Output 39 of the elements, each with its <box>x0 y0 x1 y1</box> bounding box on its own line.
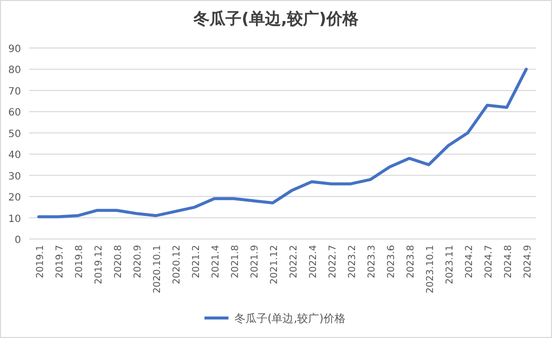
x-tick-label: 2024.7 <box>483 245 494 278</box>
x-tick-label: 2024.2 <box>464 245 475 278</box>
y-tick-label: 40 <box>8 150 21 162</box>
x-tick-label: 2021.2 <box>190 245 202 278</box>
x-tick-label: 2024.9 <box>522 245 534 278</box>
x-tick-label: 2022.2 <box>288 245 300 278</box>
x-tick-label: 2023.6 <box>386 245 397 278</box>
legend-label: 冬瓜子(单边,较广)价格 <box>234 312 346 325</box>
y-tick-label: 60 <box>8 108 21 119</box>
x-tick-label: 2019.1 <box>34 245 46 278</box>
x-tick-label: 2021.4 <box>210 245 222 278</box>
x-tick-label: 2020.12 <box>171 245 182 284</box>
x-tick-label: 2019.12 <box>93 245 104 284</box>
y-tick-label: 0 <box>14 235 21 246</box>
x-tick-label: 2020.9 <box>132 245 144 278</box>
x-tick-label: 2023.10.1 <box>424 245 436 294</box>
y-tick-label: 90 <box>8 44 21 55</box>
y-tick-label: 10 <box>8 214 21 225</box>
x-tick-label: 2020.10.1 <box>152 245 163 294</box>
chart-title: 冬瓜子(单边,较广)价格 <box>192 9 360 28</box>
x-tick-label: 2023.11 <box>444 245 456 284</box>
legend: 冬瓜子(单边,较广)价格 <box>204 312 346 325</box>
x-tick-label: 2021.8 <box>230 245 241 278</box>
x-tick-label: 2020.8 <box>112 245 124 278</box>
x-tick-label: 2022.7 <box>327 245 338 278</box>
x-tick-label: 2023.2 <box>346 245 358 278</box>
y-tick-label: 70 <box>8 86 21 98</box>
x-tick-label: 2021.9 <box>249 245 260 278</box>
x-tick-label: 2019.8 <box>74 245 85 278</box>
y-tick-label: 20 <box>8 192 21 204</box>
x-tick-label: 2021.12 <box>268 245 280 284</box>
x-tick-label: 2024.8 <box>502 245 514 278</box>
y-tick-label: 80 <box>8 65 21 76</box>
x-tick-label: 2023.3 <box>366 245 378 278</box>
x-tick-label: 2019.7 <box>54 245 66 278</box>
y-tick-label: 30 <box>8 171 21 182</box>
x-tick-label: 2022.4 <box>308 245 319 278</box>
y-tick-label: 50 <box>8 128 21 140</box>
x-tick-label: 2023.8 <box>405 245 416 278</box>
